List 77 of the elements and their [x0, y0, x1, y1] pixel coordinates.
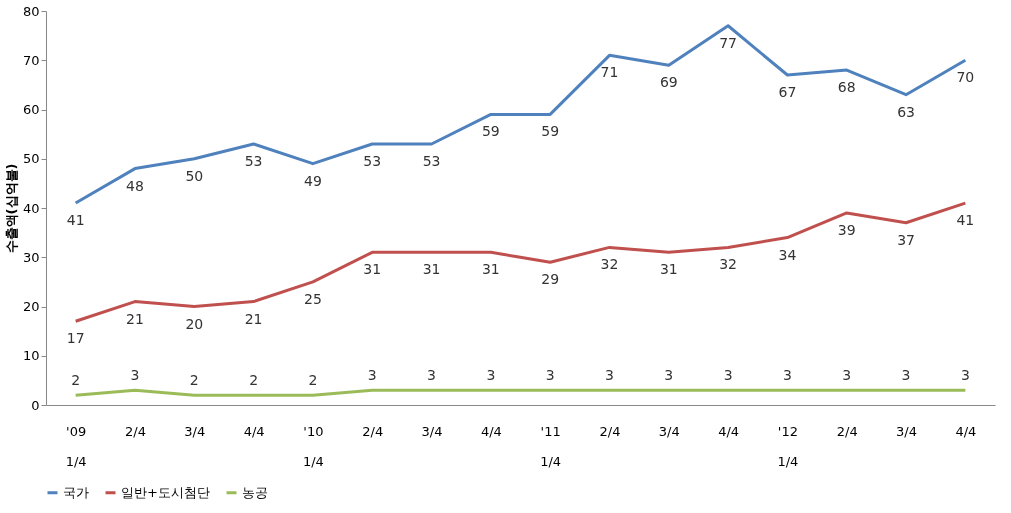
data-label: 53: [244, 152, 263, 169]
y-tick-label: 50: [22, 151, 40, 167]
data-label: 3: [723, 367, 733, 384]
data-label: 53: [363, 152, 382, 169]
data-label: 39: [837, 221, 856, 238]
data-label: 2: [308, 372, 318, 389]
data-label: 3: [130, 367, 140, 384]
data-label: 29: [541, 271, 560, 288]
x-tick-label: 3/4: [658, 423, 680, 439]
data-label: 3: [782, 367, 792, 384]
data-label: 3: [960, 367, 970, 384]
data-label: 3: [545, 367, 555, 384]
x-tick-label: '10 1/4: [302, 423, 324, 469]
data-label: 41: [956, 212, 975, 229]
data-label: 31: [481, 261, 500, 278]
data-label: 2: [71, 372, 81, 389]
x-tick-label: '12 1/4: [777, 423, 799, 469]
data-label: 3: [427, 367, 436, 384]
data-label: 32: [600, 256, 619, 273]
x-tick-label: 2/4: [836, 423, 858, 439]
x-tick-label: 2/4: [125, 423, 146, 439]
x-tick-label: '11 1/4: [540, 423, 562, 469]
legend-label: 국가: [63, 484, 89, 500]
x-tick-label: 3/4: [184, 423, 206, 439]
data-label: 31: [422, 261, 441, 278]
data-label: 71: [600, 64, 619, 81]
x-tick-label: 4/4: [243, 423, 265, 439]
data-label: 59: [481, 123, 500, 140]
data-label: 67: [778, 84, 797, 101]
data-label: 20: [185, 315, 204, 332]
data-label: 31: [659, 261, 678, 278]
data-label: 41: [66, 212, 85, 229]
data-label: 25: [303, 290, 322, 307]
data-label: 2: [249, 372, 259, 389]
x-tick-label: 4/4: [718, 423, 740, 439]
x-tick-label: 4/4: [955, 423, 977, 439]
y-axis-title: 수출액(십억불): [3, 163, 19, 254]
data-label: 3: [664, 367, 674, 384]
data-label: 53: [422, 152, 441, 169]
y-tick-label: 40: [22, 200, 40, 216]
y-tick-label: 70: [22, 52, 40, 68]
data-label: 48: [126, 177, 144, 194]
data-label: 2: [189, 372, 199, 389]
data-label: 3: [901, 367, 911, 384]
data-label: 68: [837, 79, 856, 96]
data-label: 3: [367, 367, 377, 384]
y-tick-label: 20: [22, 299, 40, 314]
data-label: 34: [778, 246, 797, 263]
y-tick-label: 60: [22, 102, 40, 117]
data-label: 59: [541, 123, 560, 140]
x-tick-label: 2/4: [362, 423, 384, 439]
y-tick-label: 30: [22, 249, 40, 265]
data-label: 50: [185, 167, 204, 184]
data-label: 63: [897, 103, 915, 120]
x-tick-label: 4/4: [480, 423, 502, 439]
data-label: 77: [719, 34, 738, 51]
x-tick-label: '09 1/4: [65, 423, 87, 469]
y-tick-label: 10: [22, 348, 40, 364]
data-label: 3: [842, 367, 852, 384]
data-label: 21: [126, 310, 144, 327]
x-tick-label: 3/4: [421, 423, 443, 439]
legend-label: 일반+도시첨단: [121, 484, 210, 500]
data-label: 69: [659, 74, 678, 91]
data-label: 37: [897, 231, 915, 248]
data-label: 21: [244, 310, 263, 327]
data-label: 70: [956, 69, 975, 86]
data-label: 17: [66, 330, 85, 347]
data-label: 31: [363, 261, 382, 278]
data-label: 3: [605, 367, 614, 384]
data-label: 32: [719, 256, 738, 273]
legend-label: 농공: [242, 484, 268, 500]
data-label: 3: [486, 367, 496, 384]
data-label: 49: [303, 172, 322, 189]
x-tick-label: 3/4: [896, 423, 917, 439]
y-tick-label: 0: [31, 397, 40, 413]
x-tick-label: 2/4: [599, 423, 621, 439]
y-tick-label: 80: [22, 3, 40, 19]
